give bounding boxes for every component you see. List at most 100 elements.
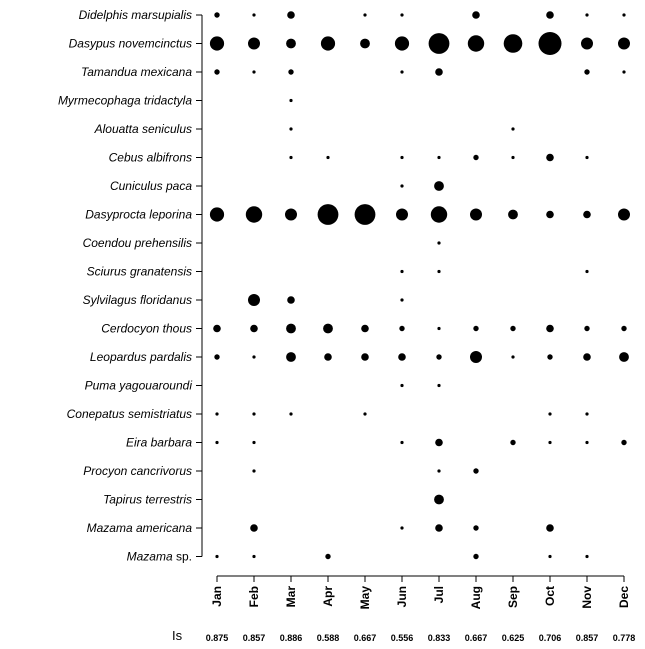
month-labels: Jan Feb Mar Apr May Jun Jul Aug Sep Oct Nov Dec bbox=[210, 586, 631, 610]
data-dot bbox=[473, 525, 479, 531]
data-dot bbox=[252, 440, 256, 445]
data-dot bbox=[435, 438, 443, 447]
data-dot bbox=[470, 351, 482, 363]
month-label: Dec bbox=[617, 586, 631, 608]
data-dot bbox=[510, 439, 516, 446]
data-dot bbox=[360, 38, 370, 49]
data-dot bbox=[399, 325, 405, 332]
data-dots bbox=[209, 11, 630, 560]
species-label: Procyon cancrivorus bbox=[83, 464, 192, 478]
data-dot bbox=[584, 69, 590, 75]
is-value: 0.886 bbox=[280, 633, 303, 643]
data-dot bbox=[547, 354, 553, 360]
data-dot bbox=[361, 353, 369, 361]
axes bbox=[196, 14, 625, 582]
data-dot bbox=[548, 554, 552, 559]
data-dot bbox=[400, 13, 404, 17]
data-dot bbox=[619, 352, 629, 362]
data-dot bbox=[286, 352, 296, 362]
data-dot bbox=[467, 35, 485, 52]
data-dot bbox=[289, 155, 293, 160]
data-dot bbox=[209, 207, 225, 222]
data-dot bbox=[437, 269, 441, 274]
data-dot bbox=[400, 269, 404, 274]
data-dot bbox=[585, 412, 589, 416]
data-dot bbox=[400, 383, 404, 388]
data-dot bbox=[214, 12, 220, 18]
data-dot bbox=[428, 33, 450, 54]
data-dot bbox=[289, 127, 293, 131]
species-label: Dasypus novemcinctus bbox=[69, 37, 192, 51]
month-label: Jan bbox=[210, 586, 224, 607]
data-dot bbox=[434, 494, 444, 505]
is-label: Is bbox=[172, 628, 183, 643]
data-dot bbox=[252, 554, 256, 559]
species-label: Cuniculus paca bbox=[110, 179, 192, 193]
data-dot bbox=[214, 354, 220, 360]
data-dot bbox=[215, 412, 219, 416]
data-dot bbox=[287, 11, 295, 19]
is-row: Is 0.875 0.857 0.886 0.588 0.667 0.556 0.833 0.… bbox=[172, 628, 635, 643]
data-dot bbox=[215, 554, 219, 559]
data-dot bbox=[285, 208, 297, 221]
data-dot bbox=[435, 524, 443, 532]
data-dot bbox=[354, 204, 376, 225]
data-dot bbox=[585, 440, 589, 445]
data-dot bbox=[585, 269, 589, 274]
data-dot bbox=[289, 412, 293, 416]
month-label: Nov bbox=[580, 586, 594, 609]
species-label: Mazama americana bbox=[87, 521, 193, 535]
is-value: 0.875 bbox=[206, 633, 229, 643]
data-dot bbox=[396, 208, 408, 221]
data-dot bbox=[583, 353, 591, 361]
species-label: Sylvilagus floridanus bbox=[83, 293, 192, 307]
data-dot bbox=[320, 36, 336, 51]
data-dot bbox=[437, 383, 441, 388]
data-dot bbox=[548, 412, 552, 416]
data-dot bbox=[503, 34, 523, 53]
data-dot bbox=[324, 353, 332, 361]
data-dot bbox=[325, 553, 331, 560]
data-dot bbox=[286, 38, 296, 49]
data-dot bbox=[618, 208, 630, 221]
is-value: 0.857 bbox=[576, 633, 599, 643]
data-dot bbox=[326, 155, 330, 160]
month-label: Mar bbox=[284, 586, 298, 608]
month-label: Feb bbox=[247, 586, 261, 607]
data-dot bbox=[538, 32, 562, 55]
data-dot bbox=[581, 37, 593, 50]
data-dot bbox=[400, 155, 404, 160]
is-value: 0.556 bbox=[391, 633, 414, 643]
is-value: 0.667 bbox=[465, 633, 488, 643]
species-labels: Didelphis marsupialis Dasypus novemcinctu… bbox=[58, 8, 192, 564]
species-label: Conepatus semistriatus bbox=[67, 407, 192, 421]
data-dot bbox=[400, 298, 404, 302]
month-label: Jul bbox=[432, 586, 446, 603]
is-value: 0.778 bbox=[613, 633, 636, 643]
species-label: Dasyprocta leporina bbox=[85, 208, 192, 222]
data-dot bbox=[289, 98, 293, 103]
data-dot bbox=[585, 13, 589, 17]
data-dot bbox=[250, 324, 258, 333]
data-dot bbox=[472, 11, 480, 19]
data-dot bbox=[511, 155, 515, 160]
data-dot bbox=[398, 353, 406, 361]
is-value: 0.833 bbox=[428, 633, 451, 643]
data-dot bbox=[508, 209, 518, 220]
data-dot bbox=[618, 37, 630, 50]
data-dot bbox=[252, 412, 256, 416]
month-label: Sep bbox=[506, 586, 520, 608]
data-dot bbox=[434, 181, 444, 191]
species-label: Coendou prehensilis bbox=[83, 236, 192, 250]
species-label: Cebus albifrons bbox=[109, 151, 192, 165]
is-value: 0.706 bbox=[539, 633, 562, 643]
data-dot bbox=[252, 13, 256, 17]
data-dot bbox=[252, 70, 256, 74]
data-dot bbox=[361, 324, 369, 333]
data-dot bbox=[245, 206, 263, 223]
data-dot bbox=[622, 70, 626, 74]
data-dot bbox=[511, 127, 515, 131]
data-dot bbox=[363, 13, 367, 17]
data-dot bbox=[473, 325, 479, 332]
month-label: Aug bbox=[469, 586, 483, 609]
